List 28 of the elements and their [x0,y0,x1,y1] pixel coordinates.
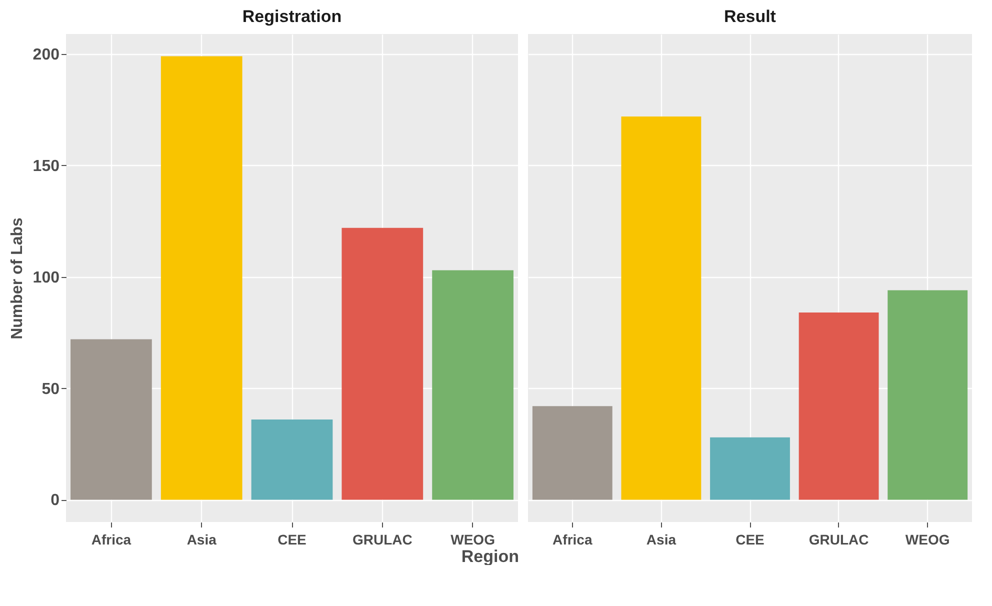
y-tick-label: 150 [32,158,60,175]
bar [710,437,790,500]
chart-title: Registration [242,7,342,26]
y-tick-label: 200 [32,46,60,64]
x-tick-label: Asia [646,532,676,548]
y-tick-label: 100 [32,269,60,286]
bar [432,270,514,500]
x-tick-label: Africa [552,532,592,548]
x-tick-label: CEE [278,532,306,548]
bar [251,420,333,500]
y-tick-label: 50 [42,380,60,398]
bar [621,116,702,500]
x-tick-label: WEOG [905,532,950,548]
bar [70,339,152,500]
y-axis-title: Number of Labs [8,218,26,340]
bar [342,228,424,500]
bar [888,290,968,500]
y-tick-label: 0 [50,492,60,510]
bar [160,56,242,500]
x-tick-label: WEOG [450,532,496,548]
bar [532,406,612,500]
chart-title: Result [724,7,776,26]
x-tick-label: Africa [91,532,132,548]
x-tick-label: GRULAC [352,532,412,548]
x-tick-label: Asia [186,532,217,548]
bar [798,312,879,500]
x-tick-label: CEE [736,532,764,548]
x-tick-label: GRULAC [808,532,869,548]
